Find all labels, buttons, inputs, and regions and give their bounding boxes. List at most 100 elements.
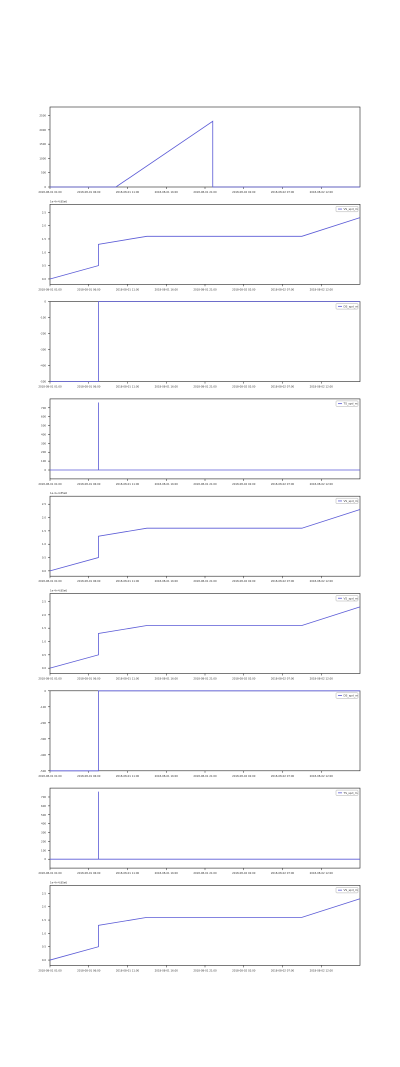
x-tick-label: 2018-08-02 07:00 xyxy=(271,774,295,778)
y-tick-label: 2.0 xyxy=(42,224,46,228)
x-tick-label: 2018-08-01 21:00 xyxy=(193,677,217,681)
y-tick-label: 2.5 xyxy=(42,891,46,895)
x-tick-label: 2018-08-02 07:00 xyxy=(271,287,295,291)
y-tick-label: 2.0 xyxy=(42,516,46,520)
x-tick-label: 2018-08-02 02:00 xyxy=(232,190,256,194)
x-tick-label: 2018-08-02 07:00 xyxy=(271,677,295,681)
plot-area xyxy=(49,301,361,382)
chart-panel-1: 0 500 1000 1500 2000 2500 2018-08-01 01:00 2018… xyxy=(38,106,361,194)
x-tick-label: 2018-08-01 21:00 xyxy=(193,287,217,291)
series-line xyxy=(49,509,361,572)
series-line xyxy=(50,690,360,772)
legend-box xyxy=(335,400,359,407)
x-tick-label: 2018-08-01 21:00 xyxy=(193,579,217,583)
x-tick-label: 2018-08-02 12:00 xyxy=(310,190,334,194)
x-tick-label: 2018-08-02 02:00 xyxy=(232,482,256,486)
legend-box xyxy=(335,692,359,699)
y-tick-label: 0 xyxy=(44,185,46,189)
y-tick-label: 1.5 xyxy=(42,529,46,533)
y-tick-label: 1.0 xyxy=(42,250,46,254)
legend-box xyxy=(335,498,359,504)
x-tick-label: 2018-08-01 11:00 xyxy=(116,579,140,583)
legend-box xyxy=(335,206,359,213)
x-tick-label: 2018-08-02 02:00 xyxy=(232,677,256,681)
plot-area xyxy=(49,885,361,966)
x-tick-label: 2018-08-01 21:00 xyxy=(193,482,217,486)
x-tick-label: 2018-08-01 06:00 xyxy=(77,677,101,681)
x-tick-label: 2018-08-01 16:00 xyxy=(155,190,179,194)
chart-panel-2: 1e-4+4.85e6 0.0 0.5 1.0 1.5 2.0 2.5 2018-08-01 … xyxy=(38,199,361,291)
y-tick-label: 700 xyxy=(41,795,46,799)
legend-label: DS_spd_m xyxy=(344,694,359,698)
y-tick-label: 0 xyxy=(44,468,46,472)
x-tick-label: 2018-08-02 02:00 xyxy=(232,579,256,583)
plot-area xyxy=(49,495,361,577)
legend-label: VS_spd_m xyxy=(344,596,358,600)
x-tick-label: 2018-08-01 06:00 xyxy=(77,385,101,389)
x-tick-label: 2018-08-01 01:00 xyxy=(38,871,62,875)
legend-label: VS_spd_m xyxy=(344,888,358,892)
plot-area xyxy=(49,106,361,188)
x-tick-label: 2018-08-02 07:00 xyxy=(271,871,295,875)
y-tick-label: -200 xyxy=(40,721,46,725)
axis-offset-label: 1e-4+4.85e6 xyxy=(50,589,67,593)
x-tick-label: 2018-08-01 06:00 xyxy=(77,968,101,972)
y-tick-label: 2.5 xyxy=(42,210,46,214)
y-tick-label: 1000 xyxy=(39,156,46,160)
x-tick-label: 2018-08-01 16:00 xyxy=(155,287,179,291)
x-tick-label: 2018-08-01 06:00 xyxy=(77,287,101,291)
plot-area xyxy=(49,787,361,869)
y-tick-label: 0.0 xyxy=(42,666,46,670)
x-tick-label: 2018-08-01 11:00 xyxy=(116,871,140,875)
chart-panel-5: 1e-4+4.85e6 0.0 0.5 1.0 1.5 2.0 2.5 2018-08-01 … xyxy=(38,491,361,583)
x-tick-label: 2018-08-02 07:00 xyxy=(271,968,295,972)
x-tick-label: 2018-08-01 11:00 xyxy=(116,385,140,389)
x-tick-label: 2018-08-01 06:00 xyxy=(77,190,101,194)
y-tick-label: 0.0 xyxy=(42,569,46,573)
series-line xyxy=(50,402,360,471)
legend-box xyxy=(335,303,359,310)
y-tick-label: -100 xyxy=(40,705,46,709)
x-tick-label: 2018-08-01 16:00 xyxy=(155,579,179,583)
y-tick-label: 700 xyxy=(41,406,46,410)
y-tick-label: -300 xyxy=(40,737,46,741)
x-tick-label: 2018-08-02 07:00 xyxy=(271,385,295,389)
series-line xyxy=(49,606,361,669)
y-tick-label: -500 xyxy=(40,769,46,773)
x-tick-label: 2018-08-01 01:00 xyxy=(38,482,62,486)
x-tick-label: 2018-08-02 02:00 xyxy=(232,385,256,389)
legend-box xyxy=(335,595,359,602)
y-tick-label: -400 xyxy=(40,753,46,757)
y-tick-label: 0 xyxy=(44,300,46,304)
chart-panel-9: 1e-4+4.85e6 0.0 0.5 1.0 1.5 2.0 2.5 2018-08-01 … xyxy=(38,880,361,972)
y-tick-label: -100 xyxy=(40,316,46,320)
y-tick-label: 2.5 xyxy=(42,502,46,506)
x-tick-label: 2018-08-02 12:00 xyxy=(310,677,334,681)
legend-box xyxy=(335,887,359,894)
y-tick-label: 200 xyxy=(41,839,46,843)
chart-panel-4: 0 100 200 300 400 500 600 700 2018-08-01 01:00 20… xyxy=(38,398,361,486)
y-tick-label: 2.0 xyxy=(42,905,46,909)
legend-label: TS_spd_m xyxy=(343,402,358,406)
y-tick-label: 0 xyxy=(44,857,46,861)
x-tick-label: 2018-08-02 02:00 xyxy=(232,287,256,291)
x-tick-label: 2018-08-02 07:00 xyxy=(271,190,295,194)
x-tick-label: 2018-08-01 21:00 xyxy=(193,774,217,778)
x-tick-label: 2018-08-02 12:00 xyxy=(310,482,334,486)
series-line xyxy=(50,301,360,383)
x-tick-label: 2018-08-01 01:00 xyxy=(38,190,62,194)
x-tick-label: 2018-08-01 21:00 xyxy=(193,190,217,194)
plot-area xyxy=(49,398,361,480)
y-tick-label: 0 xyxy=(44,689,46,693)
y-tick-label: 2.5 xyxy=(42,600,46,604)
legend-label: VS_spd_m xyxy=(344,207,358,211)
legend-label: DS_spd_m xyxy=(344,304,359,308)
y-tick-label: 2500 xyxy=(39,114,46,118)
y-tick-label: 400 xyxy=(41,432,46,436)
y-tick-label: 500 xyxy=(41,424,46,428)
y-tick-label: 600 xyxy=(41,804,46,808)
y-tick-label: 0.0 xyxy=(42,958,46,962)
x-tick-label: 2018-08-01 11:00 xyxy=(116,774,140,778)
